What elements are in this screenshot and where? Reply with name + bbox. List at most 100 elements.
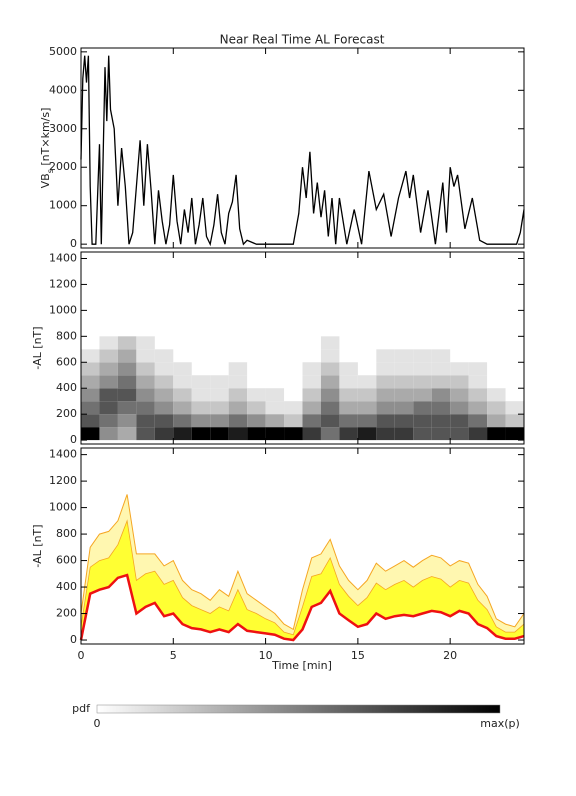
heat-cell <box>265 401 285 415</box>
heat-cell <box>117 388 137 402</box>
heat-cell <box>394 427 414 441</box>
y-tick-label: 1000 <box>49 501 77 514</box>
heat-cell <box>431 388 451 402</box>
heat-cell <box>413 375 432 389</box>
y-tick-label: 200 <box>56 607 77 620</box>
heat-cell <box>302 401 321 415</box>
heat-cell <box>394 414 414 428</box>
heat-cell <box>302 414 321 428</box>
heat-cell <box>320 375 340 389</box>
heat-cell <box>265 427 285 441</box>
heat-cell <box>247 414 266 428</box>
heat-cell <box>81 362 100 376</box>
heat-cell <box>228 388 248 402</box>
heat-cell <box>136 414 155 428</box>
heat-cell <box>247 427 266 441</box>
y-tick-label: 1000 <box>49 199 77 212</box>
heat-cell <box>431 362 451 376</box>
x-tick-label: 15 <box>351 649 365 662</box>
y-tick-label: 1400 <box>49 448 77 461</box>
heat-cell <box>117 401 137 415</box>
heat-cell <box>339 375 358 389</box>
heat-cell <box>154 414 174 428</box>
heat-cell <box>136 388 155 402</box>
panel-frame <box>80 47 525 249</box>
heat-cell <box>154 427 174 441</box>
heat-cell <box>413 401 432 415</box>
heat-cell <box>468 375 488 389</box>
heat-cell <box>357 427 377 441</box>
heat-cell <box>154 362 174 376</box>
heat-cell <box>413 388 432 402</box>
heat-cell <box>99 375 118 389</box>
heat-cell <box>117 375 137 389</box>
heat-cell <box>320 414 340 428</box>
heat-cell <box>376 401 395 415</box>
heat-cell <box>394 349 414 363</box>
heat-cell <box>191 427 211 441</box>
y-tick-label: 3000 <box>49 122 77 135</box>
heat-cell <box>357 375 377 389</box>
heat-cell <box>81 375 100 389</box>
heat-cell <box>136 401 155 415</box>
panel-frame <box>80 251 525 445</box>
heat-cell <box>228 401 248 415</box>
heat-cell <box>450 375 469 389</box>
heat-cell <box>376 427 395 441</box>
heat-cell <box>450 362 469 376</box>
heat-cell <box>117 427 137 441</box>
heat-cell <box>210 427 229 441</box>
heat-cell <box>468 388 488 402</box>
heat-cell <box>99 388 118 402</box>
heat-cell <box>173 401 192 415</box>
heat-cell <box>487 427 506 441</box>
heat-cell <box>302 362 321 376</box>
upper-75-line <box>80 519 525 636</box>
heat-cell <box>99 362 118 376</box>
heat-cell <box>191 414 211 428</box>
inner-band <box>81 520 524 640</box>
heat-cell <box>302 427 321 441</box>
heat-cell <box>173 375 192 389</box>
heat-cell <box>228 427 248 441</box>
y-tick-label: 800 <box>56 329 77 342</box>
heat-cell <box>265 414 285 428</box>
heat-cell <box>394 401 414 415</box>
heat-cell <box>117 414 137 428</box>
heat-cell <box>320 362 340 376</box>
outer-band <box>81 494 524 635</box>
heat-cell <box>302 388 321 402</box>
heat-cell <box>320 349 340 363</box>
heat-cell <box>247 401 266 415</box>
y-tick-label: 0 <box>70 237 77 250</box>
heat-cell <box>468 362 488 376</box>
heat-cell <box>413 349 432 363</box>
heat-cell <box>228 375 248 389</box>
y-axis-label-sub: s <box>46 169 55 173</box>
heat-cell <box>81 388 100 402</box>
heat-cell <box>394 388 414 402</box>
heat-cell <box>431 427 451 441</box>
heat-cell <box>487 401 506 415</box>
heat-cell <box>81 349 100 363</box>
x-tick-label: 20 <box>443 649 457 662</box>
heat-cell <box>117 349 137 363</box>
heat-cell <box>450 401 469 415</box>
heat-cell <box>265 388 285 402</box>
heat-cell <box>136 427 155 441</box>
heat-cell <box>487 414 506 428</box>
vbs-line <box>80 55 525 247</box>
heat-cell <box>247 388 266 402</box>
heat-cell <box>154 401 174 415</box>
heat-cell <box>136 375 155 389</box>
x-tick-label: 10 <box>259 649 273 662</box>
heat-cell <box>81 427 100 441</box>
heat-cell <box>376 414 395 428</box>
heat-cell <box>505 401 524 415</box>
y-axis-label-unit: [nT×km/s] <box>39 108 52 170</box>
heat-cell <box>487 388 506 402</box>
heat-cell <box>136 349 155 363</box>
heat-cell <box>320 388 340 402</box>
heat-cell <box>339 414 358 428</box>
y-tick-label: 800 <box>56 527 77 540</box>
